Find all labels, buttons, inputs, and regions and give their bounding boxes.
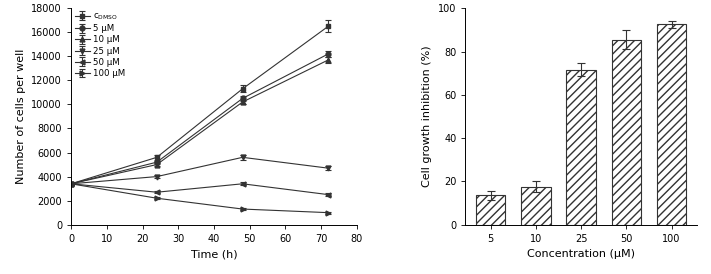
Bar xyxy=(567,70,596,225)
Y-axis label: Number of cells per well: Number of cells per well xyxy=(16,49,26,184)
Bar xyxy=(611,40,641,225)
Legend: $\mathregular{c_{DMSO}}$, 5 μM, 10 μM, 25 μM, 50 μM, 100 μM: $\mathregular{c_{DMSO}}$, 5 μM, 10 μM, 2… xyxy=(74,11,127,79)
Bar xyxy=(476,195,506,225)
X-axis label: Time (h): Time (h) xyxy=(191,249,237,259)
X-axis label: Concentration (μM): Concentration (μM) xyxy=(527,249,635,259)
Bar xyxy=(521,187,550,225)
Y-axis label: Cell growth inhibition (%): Cell growth inhibition (%) xyxy=(422,46,432,187)
Bar xyxy=(657,24,686,225)
